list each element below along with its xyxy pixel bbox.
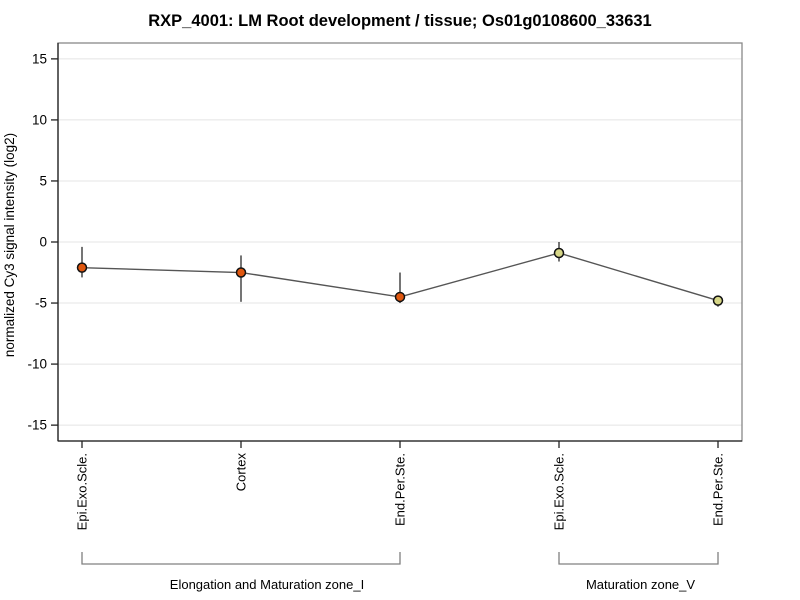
- data-point: [394, 291, 406, 303]
- y-tick-label: -5: [35, 296, 47, 311]
- data-point: [553, 247, 565, 259]
- y-tick-label: -15: [27, 418, 47, 433]
- x-tick-label: Cortex: [234, 453, 249, 492]
- data-point: [235, 267, 247, 278]
- x-tick-label: End.Per.Ste.: [393, 453, 408, 526]
- data-point: [76, 262, 88, 273]
- y-axis-label: normalized Cy3 signal intensity (log2): [2, 133, 17, 357]
- x-tick-label: Epi.Exo.Scle.: [75, 453, 90, 530]
- y-tick-label: 10: [32, 112, 47, 127]
- y-tick-label: 15: [32, 51, 47, 66]
- y-tick-label: 0: [39, 235, 47, 250]
- group-label: Elongation and Maturation zone_I: [170, 577, 364, 592]
- x-tick-label: End.Per.Ste.: [711, 453, 726, 526]
- chart-title: RXP_4001: LM Root development / tissue; …: [148, 12, 651, 30]
- group-label: Maturation zone_V: [586, 577, 695, 592]
- data-point: [712, 295, 724, 306]
- y-tick-label: -10: [27, 357, 47, 372]
- y-tick-label: 5: [39, 173, 47, 188]
- x-tick-label: Epi.Exo.Scle.: [552, 453, 567, 530]
- group-bracket: [81, 552, 401, 565]
- group-bracket: [558, 552, 719, 565]
- plot-area: 15 10 5 0 -5 -10 -15 Epi.Exo.Scle. Cortex End.Per…: [27, 42, 743, 592]
